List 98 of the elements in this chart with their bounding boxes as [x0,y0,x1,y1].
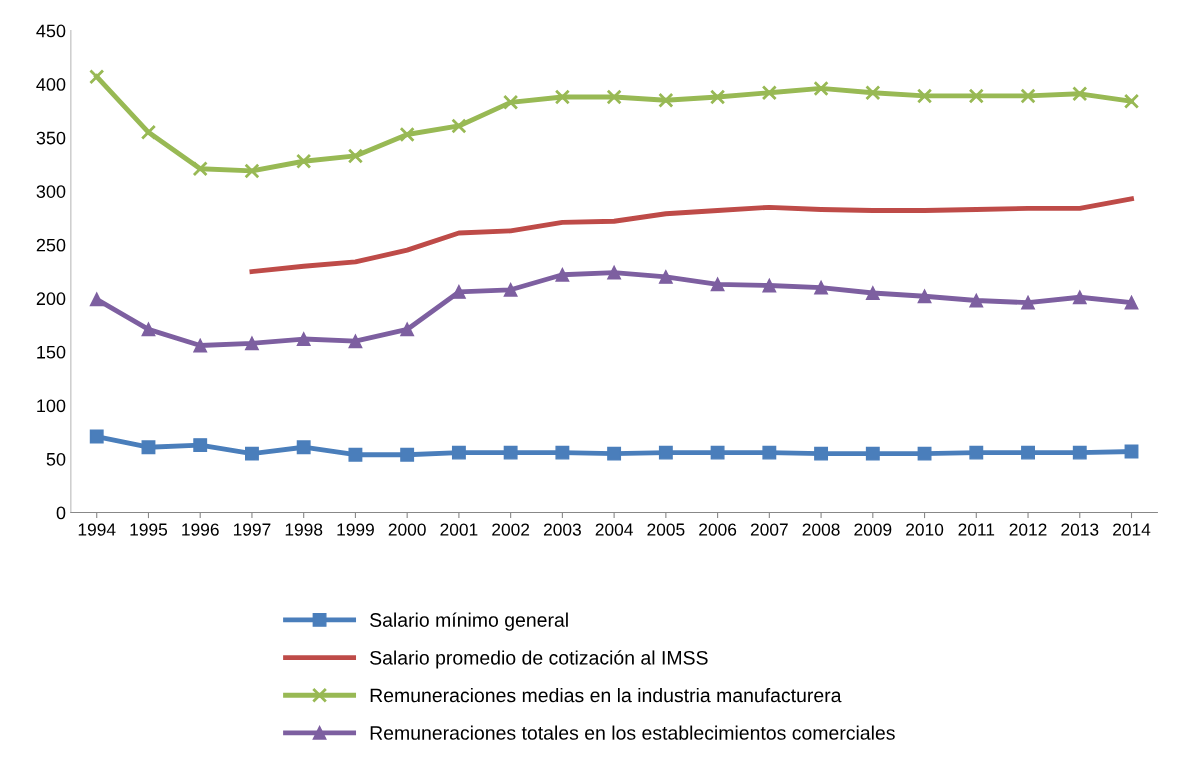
point [140,124,157,140]
x-tick-label: 1999 [337,523,374,536]
point [244,163,260,179]
point [193,338,208,353]
point [606,89,622,105]
point [1020,88,1036,104]
point [1021,295,1035,310]
point [89,292,104,307]
y-tick-label: 400 [36,78,66,91]
x-tick-label: 2003 [543,523,581,536]
x-tick-label: 2004 [595,523,633,536]
x-tick-label: 2010 [906,523,944,536]
point [193,438,208,453]
legend-label: Salario promedio de cotización al IMSS [370,650,708,669]
point [709,89,726,105]
y-tick-label: 100 [37,399,66,413]
x-tick-label: 2001 [440,523,478,536]
point [865,446,880,461]
y-tick-label: 250 [36,238,66,252]
point [1124,295,1139,310]
point [1072,86,1088,102]
legend-label: Remuneraciones medias en la industria manufacturera [370,687,842,703]
point [969,445,984,460]
y-tick-label: 300 [36,185,66,198]
x-tick-label: 2000 [388,523,426,536]
y-tick-label: 200 [36,292,66,306]
point [245,446,259,461]
x-tick-label: 2002 [492,523,530,536]
point [89,429,104,444]
point [192,161,208,177]
x-tick-label: 1994 [78,523,116,536]
y-tick-label: 450 [36,24,66,38]
legend-label: Salario mínimo general [370,612,568,631]
point [399,126,415,143]
y-tick-label: 150 [37,345,66,359]
point [813,80,829,97]
y-tick-label: 350 [36,131,66,145]
point [916,88,933,104]
point [814,446,829,461]
point [503,94,519,110]
point [865,85,881,101]
line-series [249,196,1134,275]
x-tick-label: 2011 [958,523,995,536]
point [658,92,674,108]
y-tick-label: 50 [46,452,66,466]
point [1021,445,1035,460]
point [296,440,311,455]
point [555,267,570,282]
point [710,277,725,292]
point [400,322,415,337]
point [1072,445,1087,460]
x-tick-label: 1996 [182,523,219,536]
x-tick-label: 2009 [854,523,892,536]
point [762,445,777,460]
x-tick-label: 2007 [750,523,788,536]
point [89,69,105,85]
point [141,322,156,337]
x-tick-label: 1997 [233,523,271,536]
point [710,445,725,460]
point [1072,290,1087,305]
y-tick-label: 0 [56,506,66,520]
point [865,286,880,300]
x-tick-label: 2005 [647,523,685,536]
x-tick-label: 1998 [285,523,323,536]
point [814,280,829,295]
point [917,446,932,461]
point [554,89,571,105]
point [969,293,984,308]
point [296,332,311,346]
point [503,282,518,297]
point [761,85,777,101]
point [348,334,363,349]
point [451,445,466,460]
point [607,265,622,280]
point [658,445,673,460]
point [917,289,932,304]
point [348,447,363,462]
point [451,118,467,134]
x-tick-label: 2014 [1113,523,1151,536]
x-tick-label: 2008 [802,523,840,536]
point [245,336,259,351]
x-tick-label: 2012 [1009,523,1047,536]
point [1123,93,1140,109]
point [555,445,570,460]
point [451,284,466,299]
point [762,278,777,293]
point [296,153,312,169]
point [141,440,156,455]
point [607,446,622,461]
point [658,269,673,284]
x-tick-label: 2013 [1061,523,1099,536]
point [968,88,984,104]
point [503,445,518,460]
point [400,447,415,462]
x-tick-label: 1995 [130,523,168,536]
x-tick-label: 2006 [699,523,737,536]
legend-label: Remuneraciones totales en los establecimientos comerciales [370,725,895,740]
point [347,148,364,164]
